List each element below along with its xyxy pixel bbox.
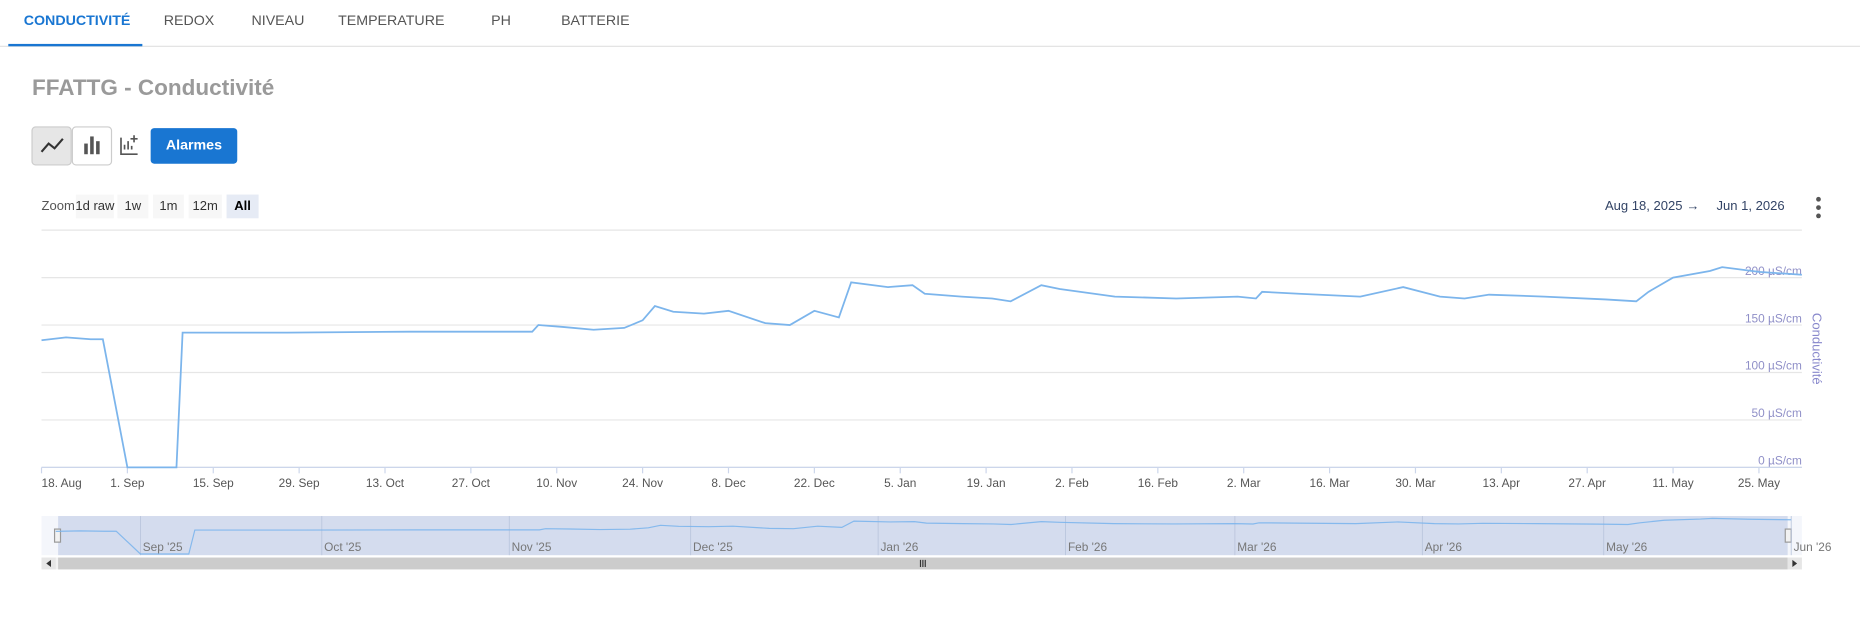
range-arrow: →: [1686, 198, 1699, 213]
tab[interactable]: PH: [491, 13, 511, 29]
x-tick-label: 13. Oct: [366, 476, 405, 490]
x-tick-label: 2. Feb: [1055, 476, 1089, 490]
zoom-option[interactable]: 1w: [125, 198, 142, 213]
navigator-tick-label: May '26: [1606, 540, 1648, 554]
tab[interactable]: CONDUCTIVITÉ: [24, 12, 131, 29]
x-tick-label: 22. Dec: [794, 476, 835, 490]
alarms-button[interactable]: [150, 128, 238, 164]
x-tick-label: 5. Jan: [884, 476, 916, 490]
x-tick-label: 11. May: [1652, 476, 1693, 490]
navigator-tick-label: Mar '26: [1237, 540, 1277, 554]
x-tick-label: 19. Jan: [967, 476, 1006, 490]
x-tick-label: 16. Mar: [1309, 476, 1349, 490]
navigator-tick-label: Sep '25: [143, 540, 183, 554]
page-title: FFATTG - Conductivité: [32, 75, 274, 100]
navigator-selection[interactable]: [58, 516, 1788, 556]
bar-icon: [84, 136, 100, 155]
zoom-option[interactable]: All: [234, 198, 251, 213]
y-tick-label: 0 µS/cm: [1758, 454, 1802, 468]
x-tick-label: 18. Aug: [42, 476, 82, 490]
x-tick-label: 24. Nov: [622, 476, 663, 490]
add-chart-button[interactable]: [120, 135, 138, 156]
y-tick-label: 150 µS/cm: [1745, 311, 1802, 325]
line-icon: [40, 138, 64, 153]
x-tick-label: 10. Nov: [536, 476, 577, 490]
navigator-handle[interactable]: [1784, 528, 1792, 543]
navigator-tick-label: Apr '26: [1425, 540, 1463, 554]
zoom-button-selected[interactable]: [226, 194, 259, 219]
x-tick-label: 15. Sep: [193, 476, 234, 490]
scrollbar-right-arrow: [1792, 559, 1798, 568]
scrollbar-left-arrow: [46, 559, 52, 568]
zoom-option[interactable]: 1m: [159, 198, 177, 213]
x-tick-label: 29. Sep: [279, 476, 320, 490]
tab[interactable]: NIVEAU: [251, 13, 304, 29]
y-tick-label: 100 µS/cm: [1745, 359, 1802, 373]
zoom-button[interactable]: [188, 194, 222, 219]
menu-button[interactable]: [1816, 196, 1821, 219]
navigator-handle[interactable]: [53, 528, 62, 543]
navigator-tick-label: Nov '25: [512, 540, 552, 554]
x-tick-label: 2. Mar: [1227, 476, 1261, 490]
navigator-tick-label: Feb '26: [1068, 540, 1108, 554]
alarms-label[interactable]: Alarmes: [166, 138, 222, 154]
x-tick-label: 30. Mar: [1395, 476, 1435, 490]
x-tick-label: 16. Feb: [1138, 476, 1179, 490]
zoom-option[interactable]: 1d raw: [75, 198, 115, 213]
y-axis-title: Conductivité: [1810, 313, 1825, 385]
tab[interactable]: TEMPERATURE: [338, 13, 444, 29]
x-tick-label: 27. Oct: [452, 476, 491, 490]
zoom-button[interactable]: [117, 194, 149, 219]
zoom-button[interactable]: [75, 194, 114, 219]
navigator-series: [55, 517, 1792, 555]
x-tick-label: 13. Apr: [1483, 476, 1521, 490]
range-from[interactable]: Aug 18, 2025: [1605, 198, 1683, 213]
range-to[interactable]: Jun 1, 2026: [1716, 198, 1784, 213]
zoom-label: Zoom: [42, 198, 75, 213]
zoom-option[interactable]: 12m: [193, 198, 218, 213]
zoom-button[interactable]: [153, 194, 184, 219]
tab-indicator: [8, 43, 143, 47]
navigator-tick-label: Jun '26: [1794, 540, 1832, 554]
scrollbar-grip: [919, 559, 926, 568]
series-line: [41, 266, 1802, 469]
x-tick-label: 1. Sep: [110, 476, 145, 490]
x-tick-label: 27. Apr: [1568, 476, 1606, 490]
x-tick-label: 25. May: [1738, 476, 1780, 490]
navigator-tick-label: Oct '25: [324, 540, 362, 554]
navigator-tick-label: Dec '25: [693, 540, 733, 554]
x-tick-label: 8. Dec: [711, 476, 745, 490]
tab[interactable]: REDOX: [164, 13, 215, 29]
tab[interactable]: BATTERIE: [561, 13, 629, 29]
y-tick-label: 50 µS/cm: [1752, 406, 1802, 420]
navigator-tick-label: Jan '26: [880, 540, 918, 554]
